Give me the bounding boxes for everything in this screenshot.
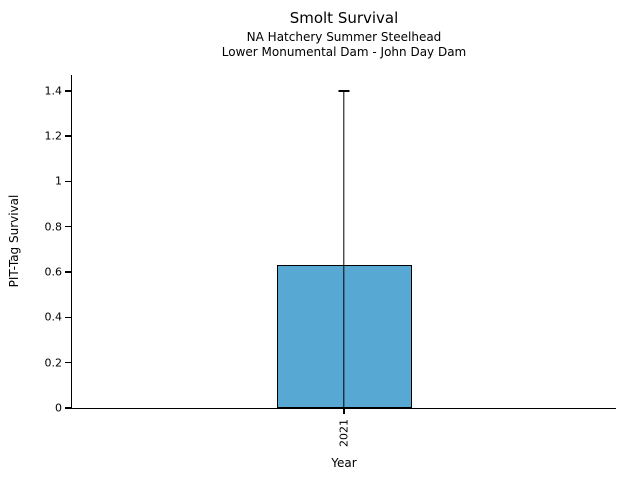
y-tick-label-0: 0 bbox=[55, 401, 62, 415]
x-axis-label: Year bbox=[331, 456, 357, 470]
y-tick-0.8 bbox=[65, 226, 72, 228]
error-bar-line bbox=[343, 90, 345, 408]
error-bar-top-cap bbox=[338, 90, 350, 92]
y-tick-label-1.2: 1.2 bbox=[44, 129, 63, 143]
y-tick-0 bbox=[65, 407, 72, 409]
x-tick-2021 bbox=[343, 409, 345, 414]
y-tick-label-0.2: 0.2 bbox=[44, 356, 63, 370]
y-tick-label-1.4: 1.4 bbox=[44, 84, 63, 98]
y-tick-1.4 bbox=[65, 90, 72, 92]
chart-title: Smolt Survival bbox=[289, 9, 399, 27]
chart-subtitle-2: Lower Monumental Dam - John Day Dam bbox=[221, 45, 467, 59]
y-tick-0.6 bbox=[65, 271, 72, 273]
y-tick-label-0.4: 0.4 bbox=[44, 310, 63, 324]
y-axis-label: PIT-Tag Survival bbox=[7, 194, 21, 288]
y-tick-1 bbox=[65, 180, 72, 183]
y-tick-0.2 bbox=[65, 361, 72, 364]
y-tick-label-0.6: 0.6 bbox=[44, 265, 63, 279]
x-tick-label-2021: 2021 bbox=[337, 419, 351, 447]
y-tick-1.2 bbox=[65, 135, 72, 137]
x-axis-spine bbox=[71, 407, 616, 409]
y-tick-label-1: 1 bbox=[55, 174, 62, 188]
chart-subtitle-1: NA Hatchery Summer Steelhead bbox=[246, 30, 442, 44]
y-tick-label-0.8: 0.8 bbox=[44, 220, 63, 234]
y-axis-spine bbox=[71, 75, 73, 409]
y-tick-0.4 bbox=[65, 316, 72, 319]
